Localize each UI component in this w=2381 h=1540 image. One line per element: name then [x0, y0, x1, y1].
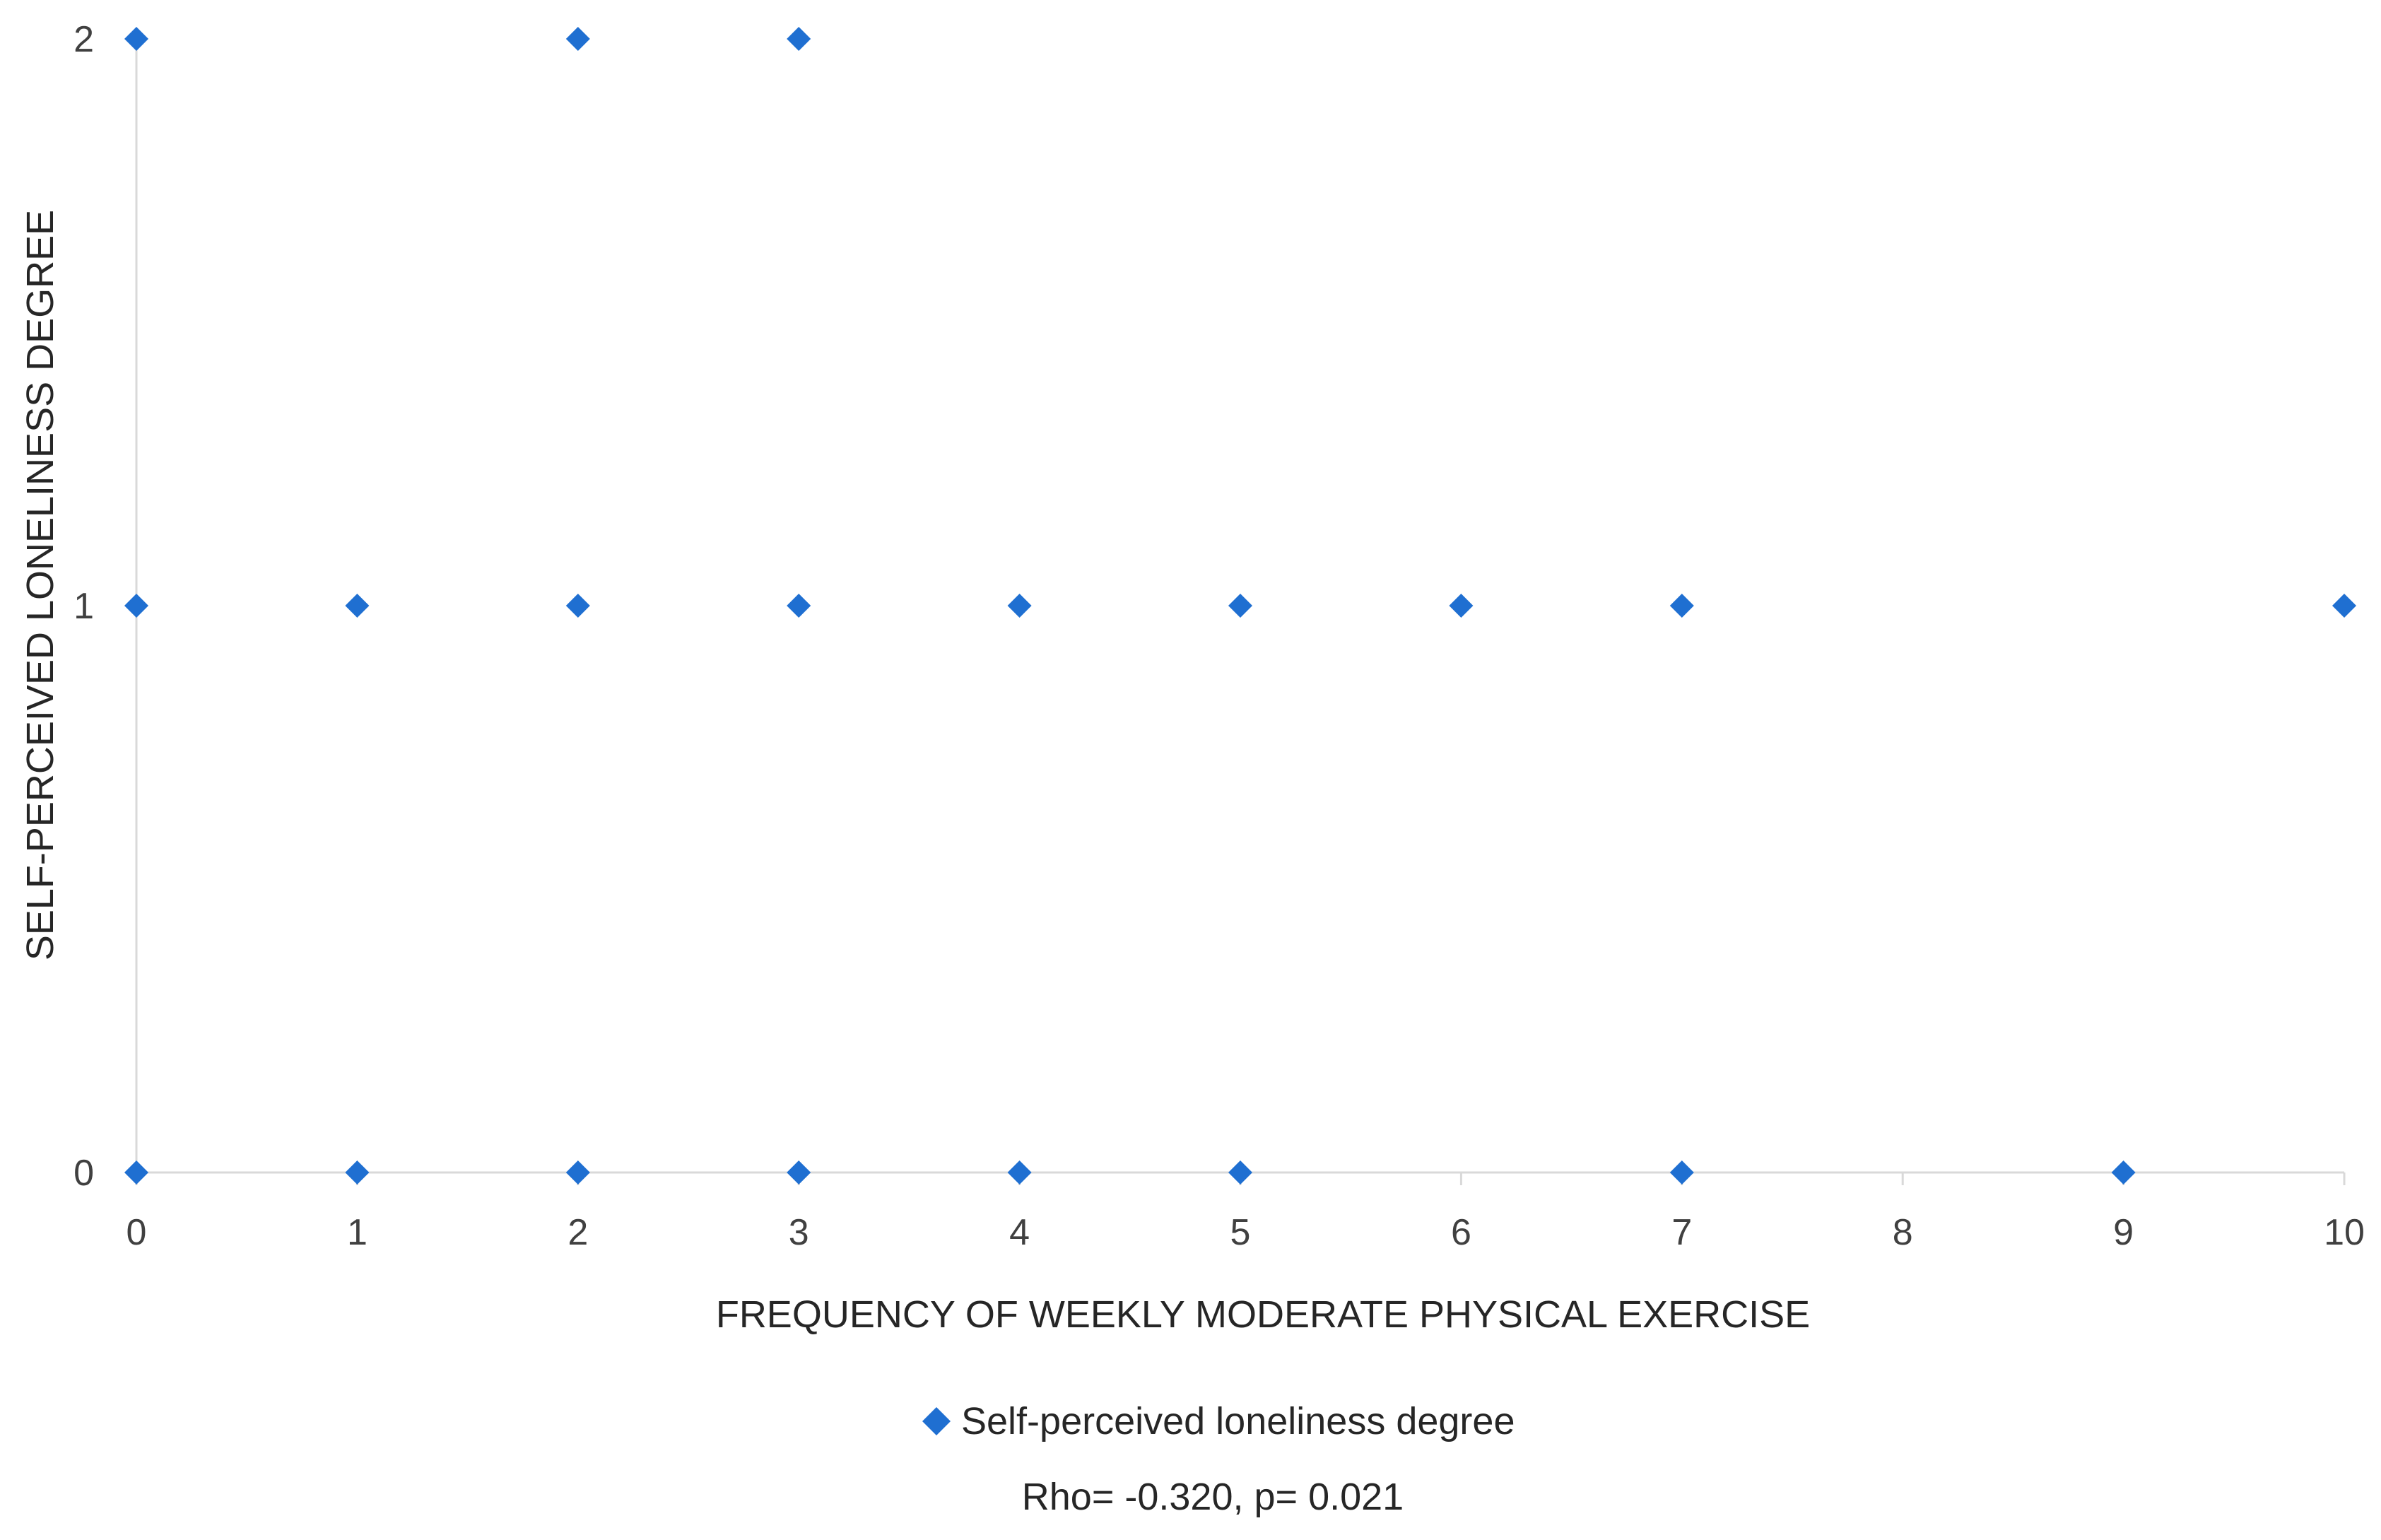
data-point [565, 1160, 590, 1185]
data-point [124, 1160, 148, 1185]
data-point [124, 27, 148, 51]
x-tick-label: 8 [1893, 1212, 1913, 1253]
y-tick-label: 2 [74, 19, 94, 60]
x-tick-label: 7 [1671, 1212, 1692, 1253]
legend-marker-diamond [922, 1407, 951, 1435]
data-point [1007, 594, 1032, 618]
data-point [565, 594, 590, 618]
data-point [1228, 594, 1252, 618]
x-tick-label: 10 [2324, 1212, 2365, 1253]
x-tick-label: 9 [2113, 1212, 2134, 1253]
x-tick-label: 6 [1451, 1212, 1471, 1253]
data-points [124, 27, 2356, 1185]
legend: Self-perceived loneliness degree [922, 1400, 1515, 1442]
data-point [1007, 1160, 1032, 1185]
data-point [1449, 594, 1474, 618]
x-tick-label: 5 [1230, 1212, 1251, 1253]
data-point [787, 1160, 811, 1185]
x-axis-ticks: 0 1 2 3 4 5 6 7 8 9 10 [127, 1172, 2365, 1253]
y-axis-title: SELF-PERCEIVED LONELINESS DEGREE [19, 210, 61, 960]
data-point [2111, 1160, 2136, 1185]
y-tick-label: 0 [74, 1153, 94, 1194]
data-point [2332, 594, 2356, 618]
x-tick-label: 4 [1009, 1212, 1030, 1253]
data-point [1669, 594, 1694, 618]
data-point [124, 594, 148, 618]
x-tick-label: 1 [347, 1212, 368, 1253]
data-point [1669, 1160, 1694, 1185]
data-point [345, 1160, 370, 1185]
data-point [1228, 1160, 1252, 1185]
correlation-annotation: Rho= -0.320, p= 0.021 [1022, 1476, 1404, 1518]
data-point [787, 27, 811, 51]
x-tick-label: 2 [568, 1212, 588, 1253]
y-tick-label: 1 [74, 586, 94, 627]
x-tick-label: 3 [789, 1212, 809, 1253]
legend-label: Self-perceived loneliness degree [961, 1400, 1515, 1442]
data-point [787, 594, 811, 618]
x-axis-title: FREQUENCY OF WEEKLY MODERATE PHYSICAL EX… [716, 1293, 1810, 1336]
y-axis-ticks: 0 1 2 [74, 19, 94, 1194]
data-point [565, 27, 590, 51]
x-tick-label: 0 [127, 1212, 147, 1253]
data-point [345, 594, 370, 618]
